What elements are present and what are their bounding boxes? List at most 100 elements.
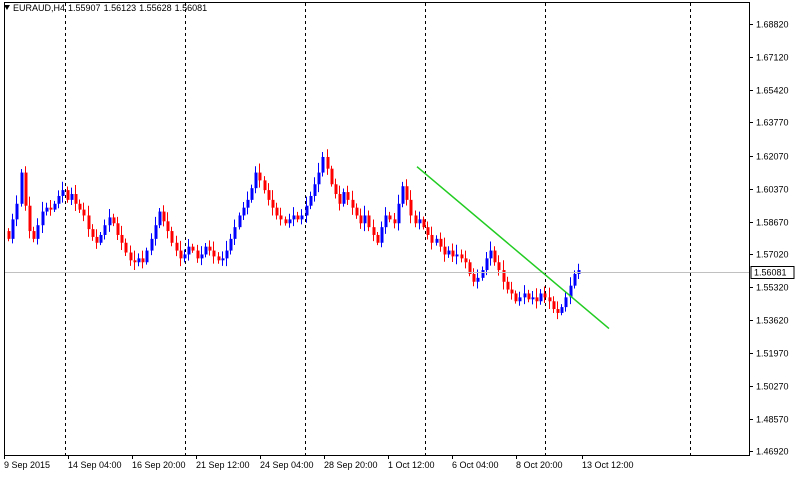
candle-bear xyxy=(284,219,288,224)
symbol-timeframe: EURAUD,H4 xyxy=(13,3,66,13)
candle-bear xyxy=(355,207,359,216)
candle-bear xyxy=(141,258,145,263)
x-tick-label: 8 Oct 20:00 xyxy=(516,460,563,470)
candle-bull xyxy=(569,285,573,298)
candle-bear xyxy=(271,199,275,208)
candle-bull xyxy=(476,277,480,282)
candle-bear xyxy=(393,219,397,224)
candle-bear xyxy=(28,205,32,232)
candle-bear xyxy=(191,246,195,251)
candle-bear xyxy=(543,293,547,298)
candle-bull xyxy=(238,215,242,228)
y-tick-label: 1.60370 xyxy=(756,185,789,195)
x-tick-label: 6 Oct 04:00 xyxy=(452,460,499,470)
candle-bear xyxy=(258,172,262,181)
candle-bull xyxy=(45,207,49,212)
x-tick-label: 14 Sep 04:00 xyxy=(68,460,122,470)
candle-bear xyxy=(464,258,468,263)
candle-bull xyxy=(36,225,40,239)
y-tick-label: 1.68820 xyxy=(756,20,789,30)
candle-bear xyxy=(66,190,70,200)
y-tick-label: 1.67120 xyxy=(756,53,789,63)
candle-bear xyxy=(527,293,531,300)
y-tick-label: 1.50270 xyxy=(756,382,789,392)
candle-bear xyxy=(95,236,99,243)
y-tick-label: 1.55320 xyxy=(756,283,789,293)
candle-bear xyxy=(439,238,443,247)
candle-bear xyxy=(24,172,28,206)
candle-bull xyxy=(531,297,535,300)
candle-bull xyxy=(447,250,451,255)
candle-bear xyxy=(351,199,355,208)
candle-bull xyxy=(564,297,568,308)
candle-bear xyxy=(87,215,91,230)
candle-bear xyxy=(472,273,476,282)
candle-bear xyxy=(409,199,413,216)
candle-bull xyxy=(200,254,204,259)
candle-bear xyxy=(430,234,434,243)
candle-bull xyxy=(397,203,401,224)
current-price-label: 1.56081 xyxy=(754,268,787,278)
candle-bull xyxy=(99,234,103,243)
candle-bear xyxy=(460,254,464,259)
open-price: 1.55907 xyxy=(68,3,101,13)
candle-bear xyxy=(535,297,539,302)
candle-bull xyxy=(485,258,489,271)
candle-bull xyxy=(539,293,543,302)
chart-header: EURAUD,H4 1.55907 1.56123 1.55628 1.56081 xyxy=(4,2,210,14)
high-price: 1.56123 xyxy=(103,3,137,13)
candle-bear xyxy=(426,227,430,235)
y-tick-label: 1.63770 xyxy=(756,118,789,128)
candle-bear xyxy=(166,221,170,232)
plot-frame xyxy=(4,2,750,456)
candle-bear xyxy=(267,190,271,200)
candle-bull xyxy=(523,293,527,298)
candle-bear xyxy=(124,242,128,253)
candle-bull xyxy=(20,172,24,204)
y-tick-label: 1.65420 xyxy=(756,86,789,96)
x-tick-label: 13 Oct 12:00 xyxy=(582,460,634,470)
trendline[interactable] xyxy=(416,166,610,330)
candle-bear xyxy=(376,234,380,243)
candle-bull xyxy=(242,207,246,216)
candle-bull xyxy=(145,250,149,263)
candle-bull xyxy=(183,254,187,259)
candle-bear xyxy=(129,252,133,261)
candle-bull xyxy=(401,186,405,204)
y-tick-label: 1.62070 xyxy=(756,152,789,162)
candle-bear xyxy=(133,260,137,263)
candle-bear xyxy=(7,231,11,239)
candle-bear xyxy=(451,250,455,257)
y-tick-label: 1.58670 xyxy=(756,218,789,228)
candle-bear xyxy=(359,215,363,224)
x-tick-label: 1 Oct 12:00 xyxy=(388,460,435,470)
candle-bull xyxy=(233,227,237,239)
candle-bear xyxy=(405,186,409,200)
candle-bear xyxy=(372,227,376,235)
candle-bear xyxy=(170,231,174,243)
candle-bull xyxy=(246,199,250,208)
candle-bull xyxy=(317,172,321,185)
candle-bull xyxy=(250,188,254,200)
candle-bull xyxy=(309,195,313,206)
candle-bull xyxy=(15,203,19,220)
candle-bear xyxy=(346,192,350,200)
candle-bear xyxy=(162,211,166,222)
candle-bear xyxy=(506,281,510,290)
candle-bull xyxy=(418,219,422,224)
candle-bull xyxy=(57,195,61,204)
x-tick-label: 28 Sep 20:00 xyxy=(324,460,378,470)
candle-bear xyxy=(32,231,36,239)
y-tick-label: 1.57020 xyxy=(756,250,789,260)
candle-bear xyxy=(510,289,514,294)
candle-bear xyxy=(468,262,472,274)
candle-bull xyxy=(53,203,57,210)
candle-bull xyxy=(225,250,229,259)
candle-bear xyxy=(112,217,116,224)
candle-bear xyxy=(120,234,124,243)
candle-bear xyxy=(552,301,556,310)
candle-bull xyxy=(70,194,74,200)
candle-bear xyxy=(514,293,518,302)
